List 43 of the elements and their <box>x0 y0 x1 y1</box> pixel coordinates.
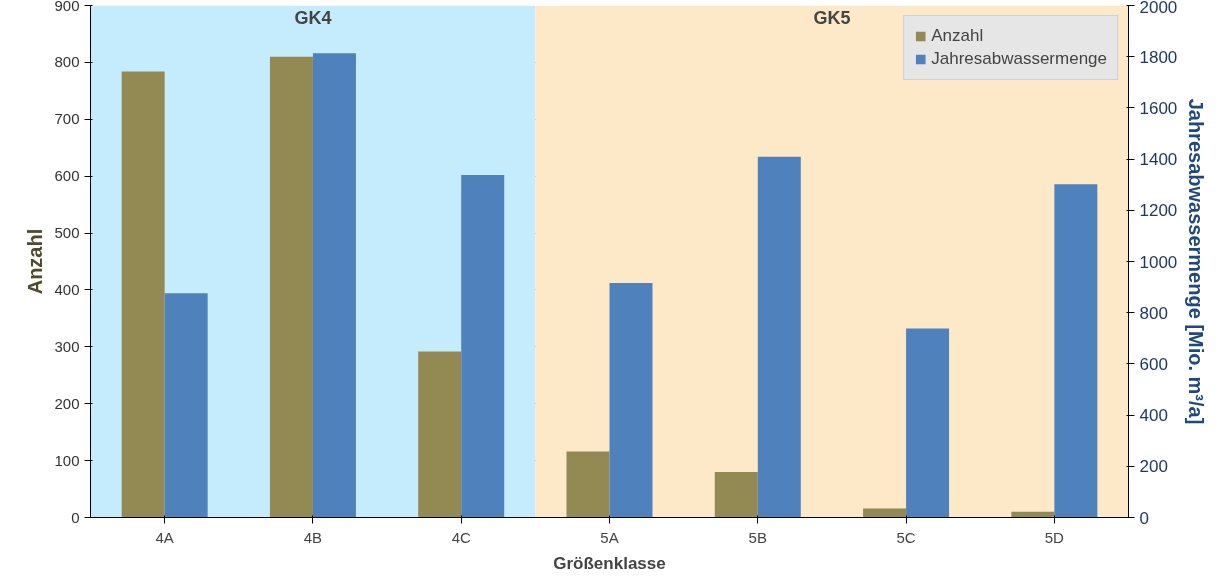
bar <box>461 174 505 518</box>
y2-tick-label: 1400 <box>1139 150 1178 170</box>
y-tick-label: 500 <box>54 224 80 242</box>
bar <box>906 328 950 518</box>
y2-tick-label: 200 <box>1139 457 1168 477</box>
y2-tick-label: 1000 <box>1139 252 1178 272</box>
bar <box>1054 184 1098 518</box>
y-tick-label: 100 <box>54 451 80 469</box>
y-tick-label: 0 <box>71 508 80 526</box>
bar <box>609 283 653 518</box>
y2-tick-label: 2000 <box>1139 0 1178 17</box>
y2-tick-label: 600 <box>1139 354 1168 374</box>
y2-tick-label: 400 <box>1139 406 1168 426</box>
y-tick-label: 300 <box>54 337 80 355</box>
x-tick-label: 5D <box>1044 528 1065 546</box>
y-tick-label: 400 <box>54 280 80 298</box>
y-axis-title: Anzahl <box>24 228 47 295</box>
y-tick-label: 700 <box>54 110 80 128</box>
bar <box>863 508 907 518</box>
band-label: GK4 <box>294 7 332 28</box>
y-tick-label: 800 <box>54 53 80 71</box>
legend-label: Jahresabwassermenge <box>931 49 1107 69</box>
bar <box>714 471 758 518</box>
bar <box>566 451 610 518</box>
x-axis-title: Größenklasse <box>553 553 666 573</box>
legend-label: Anzahl <box>931 26 984 46</box>
y2-tick-label: 0 <box>1139 508 1149 528</box>
y2-tick-label: 800 <box>1139 303 1168 323</box>
y-tick-label: 600 <box>54 167 80 185</box>
x-tick-label: 5C <box>896 528 916 546</box>
y2-tick-label: 1200 <box>1139 201 1178 221</box>
x-tick-label: 5B <box>748 528 767 546</box>
x-tick-label: 4A <box>155 528 174 546</box>
bar <box>757 156 801 518</box>
y-tick-label: 200 <box>54 394 80 412</box>
x-tick-label: 4B <box>303 528 323 546</box>
y-tick-label: 900 <box>54 0 80 14</box>
y2-tick-label: 1800 <box>1139 47 1178 67</box>
y2-axis-title: Jahresabwassermenge [Mio. m³/a] <box>1185 98 1208 425</box>
x-tick-label: 5A <box>600 528 619 546</box>
band-label: GK5 <box>813 7 851 28</box>
x-tick-label: 4C <box>451 528 471 546</box>
y2-tick-label: 1600 <box>1139 98 1178 118</box>
